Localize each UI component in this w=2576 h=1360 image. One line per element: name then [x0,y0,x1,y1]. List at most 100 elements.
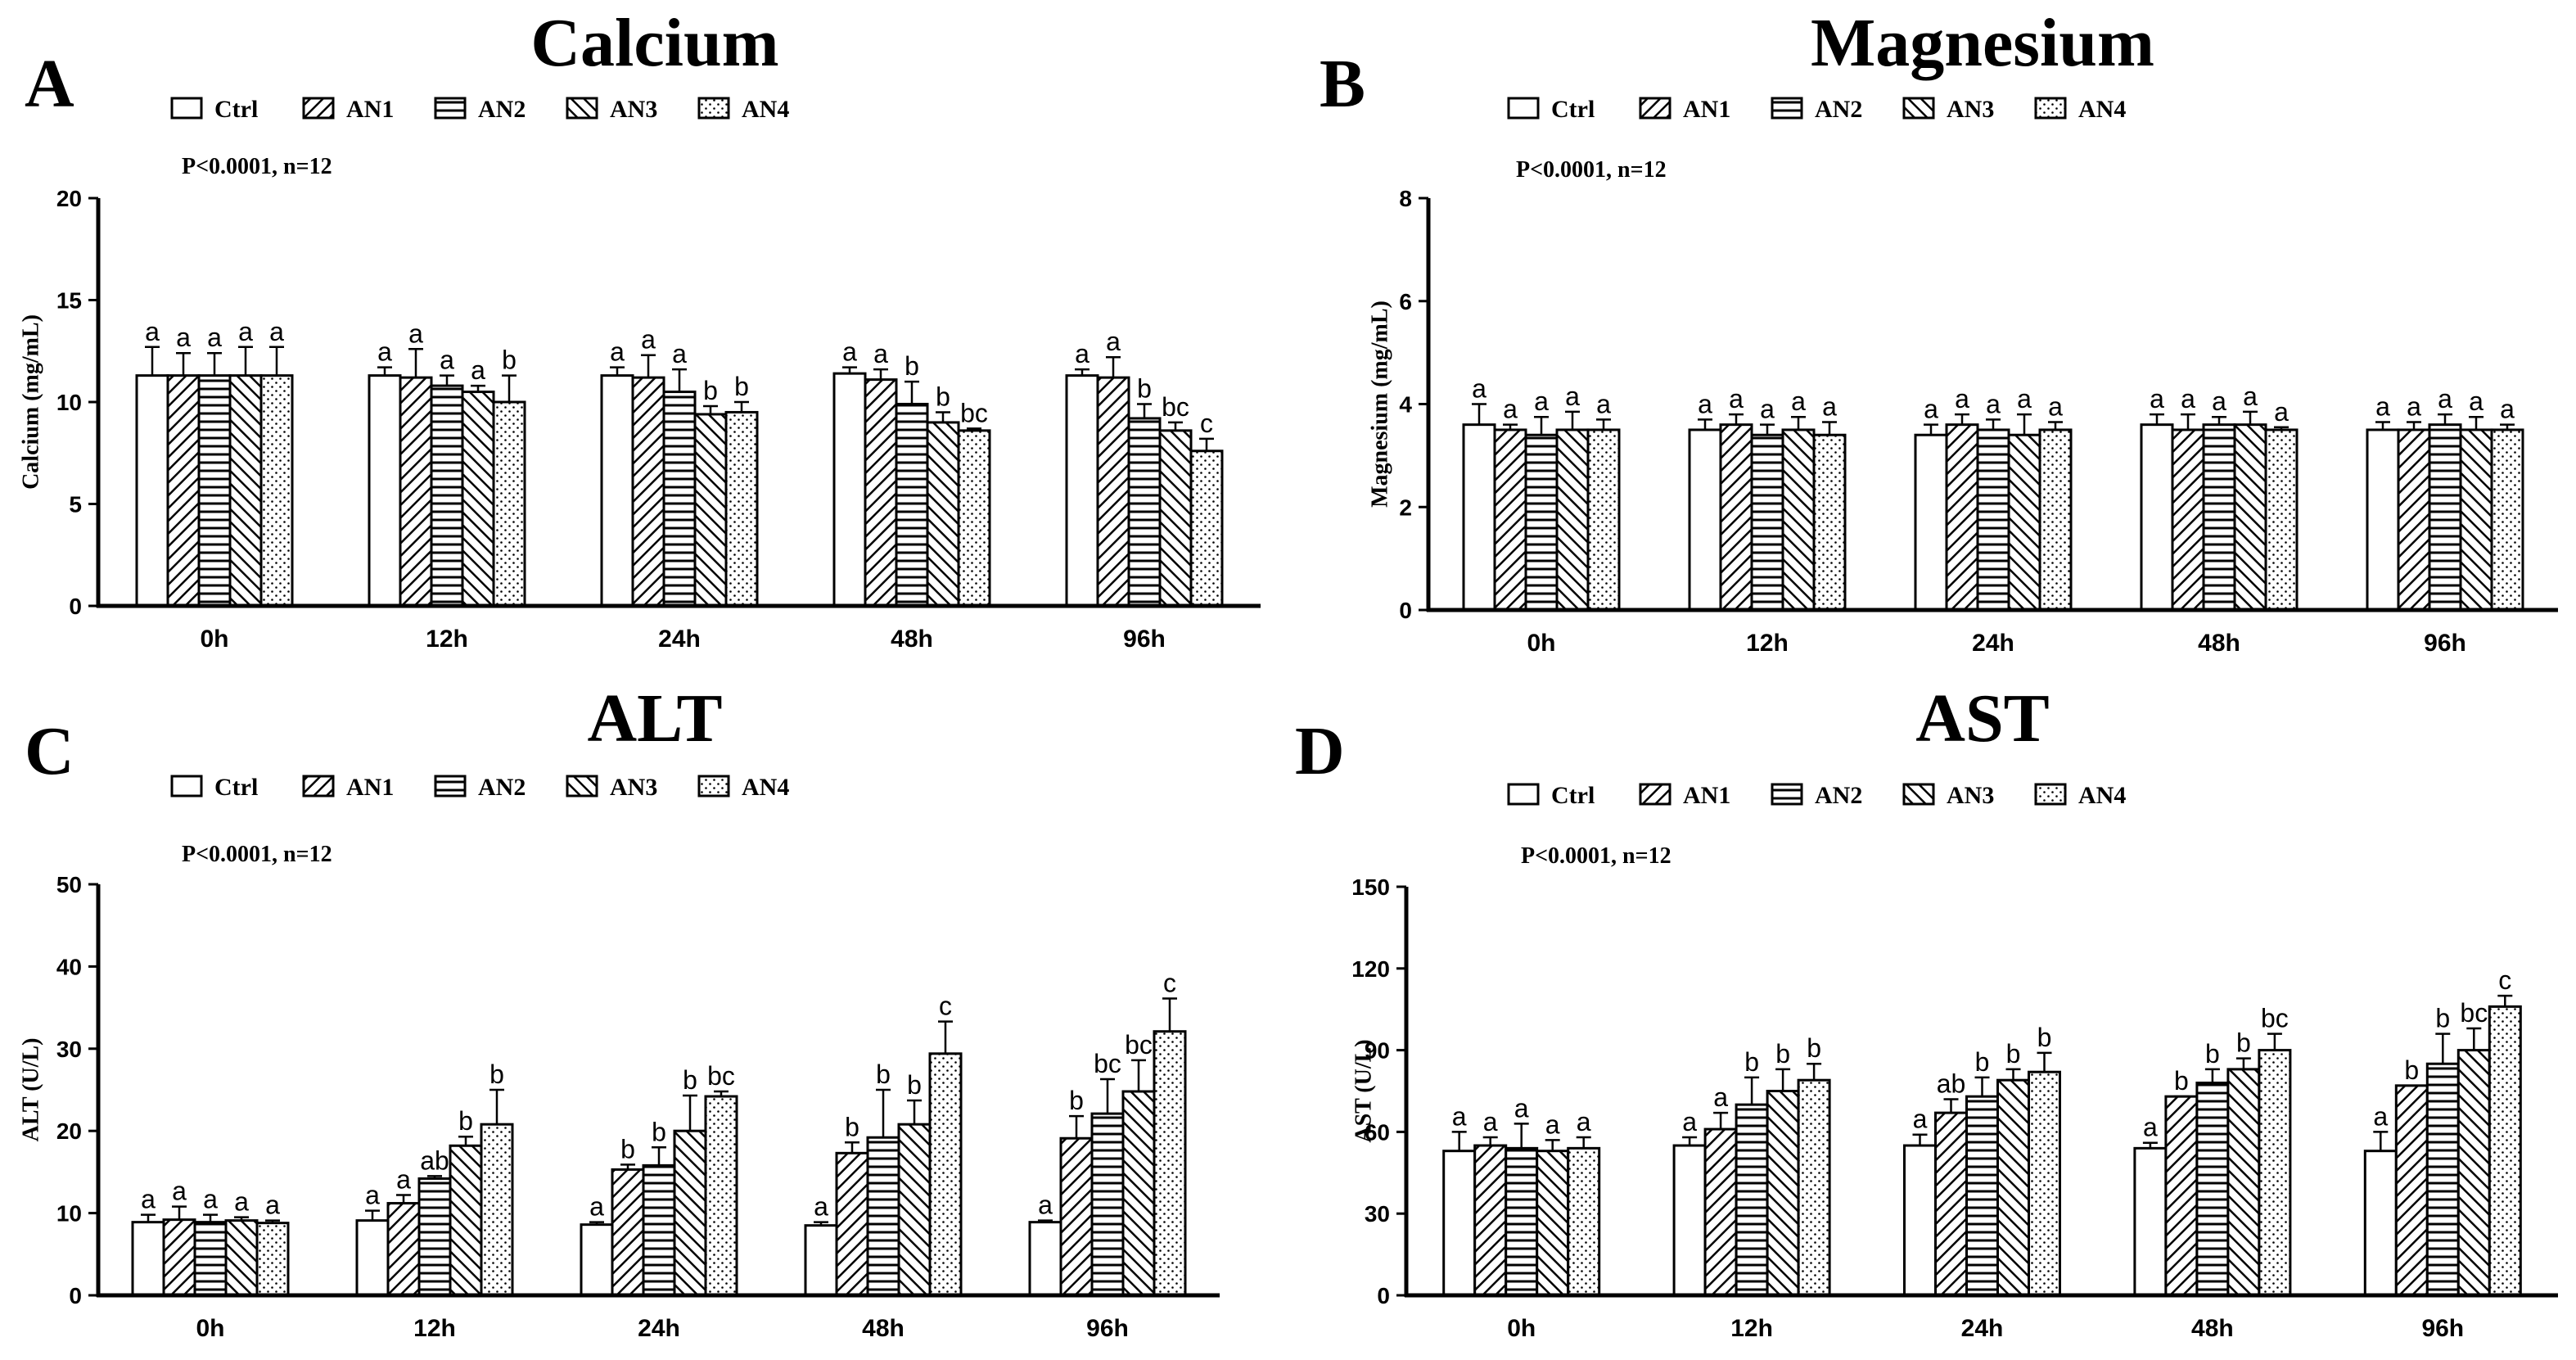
bar-ctrl-0h [1462,423,1496,612]
bar-ctrl-24h [580,1223,614,1297]
y-tick-label: 30 [56,1037,82,1062]
significance-letter: a [1791,386,1806,416]
bar-an4-24h [704,1095,738,1297]
p-value-annotation: P<0.0001, n=12 [182,154,332,179]
bar-an1-24h [1945,423,1979,612]
y-tick-label: 2 [1399,495,1412,520]
significance-letter: b [620,1134,635,1163]
legend-label: AN1 [346,774,394,801]
bar-ctrl-48h [2140,423,2174,612]
significance-letter: bc [2460,998,2488,1028]
y-axis-label: Calcium (mg/mL) [18,314,43,490]
y-tick-label: 40 [56,954,82,979]
significance-letter: b [936,382,950,411]
x-tick-label: 24h [1972,630,2014,657]
significance-letter: c [939,992,952,1021]
bar-ctrl-0h [1442,1150,1477,1297]
significance-letter: a [1924,395,1938,424]
bar-an4-12h [492,400,526,608]
significance-letter: a [471,355,485,385]
y-tick-label: 10 [56,1201,82,1227]
chart-title: AST [1915,680,2049,757]
legend-label: AN4 [2078,96,2126,123]
significance-letter: a [2407,392,2421,422]
bar-an3-24h [673,1129,707,1297]
significance-letter: ab [420,1145,449,1175]
significance-letter: a [2274,397,2289,427]
y-tick-label: 8 [1399,186,1412,211]
significance-letter: bc [1125,1030,1153,1060]
bar-an4-24h [724,410,759,608]
significance-letter: b [876,1060,891,1089]
bar-an1-0h [166,374,201,608]
significance-letter: a [1698,389,1712,418]
y-tick-label: 60 [1365,1119,1390,1145]
bar-an4-12h [1797,1078,1831,1297]
bar-an2-24h [662,391,697,608]
legend-item-an1: AN1 [1639,96,1730,123]
legend-item-an3: AN3 [566,96,657,123]
significance-letter: a [1822,392,1837,422]
bar-ctrl-12h [1672,1144,1707,1297]
legend: Ctrl AN1 AN2 AN3 AN4 [170,774,789,801]
significance-letter: a [2143,1113,2158,1142]
significance-letter: b [1744,1047,1759,1077]
legend-swatch [1507,783,1540,806]
legend: Ctrl AN1 AN2 AN3 AN4 [1507,96,2126,123]
bar-an1-0h [1473,1144,1508,1297]
legend-swatch [170,775,203,797]
significance-letter: a [1514,1093,1529,1123]
bar-an4-0h [259,374,294,608]
bar-an2-24h [642,1163,676,1297]
legend-swatch [697,775,730,797]
significance-letter: b [1137,373,1152,403]
bar-an3-48h [926,421,960,608]
y-tick-label: 0 [69,1283,82,1308]
chart-title: Calcium [530,5,778,81]
bar-an4-12h [480,1123,514,1297]
significance-letter: b [905,351,919,381]
bar-an3-48h [2233,423,2267,612]
panel-label: D [1295,713,1345,789]
bar-an4-96h [1189,450,1224,608]
significance-letter: a [1986,389,2001,418]
bar-an1-12h [399,376,433,608]
significance-letter: a [2181,384,2195,413]
bar-an2-48h [2195,1082,2230,1297]
y-tick-label: 6 [1399,289,1412,314]
significance-letter: a [141,1185,156,1214]
y-tick-label: 4 [1399,392,1412,418]
legend-swatch [697,97,730,120]
bar-an3-0h [1536,1150,1570,1297]
bar-an2-48h [895,402,929,608]
bar-an1-0h [162,1218,196,1297]
legend-item-an1: AN1 [302,774,394,801]
x-tick-label: 0h [200,626,228,653]
significance-letter: a [269,317,284,346]
significance-letter: a [1452,1101,1467,1131]
y-axis-label: ALT (U/L) [18,1038,43,1142]
bar-an4-96h [2488,1005,2522,1297]
significance-letter: a [234,1187,249,1217]
legend-swatch [1771,783,1803,806]
bar-ctrl-96h [2363,1150,2398,1297]
bar-an4-48h [2258,1049,2292,1297]
legend-label: AN4 [2078,782,2126,809]
panel-b: B Magnesium P<0.0001, n=12 Ctrl AN1 AN2 AN3… [1320,5,2558,657]
legend-label: Ctrl [1551,96,1595,123]
legend-swatch [1902,97,1935,120]
significance-letter: a [1106,327,1121,356]
significance-letter: a [2438,384,2452,413]
significance-letter: a [1682,1107,1697,1136]
bar-an1-12h [1719,423,1753,612]
significance-letter: a [1503,395,1518,424]
panel-d: D AST P<0.0001, n=12 Ctrl AN1 AN2 AN3 AN4 AS… [1295,680,2558,1342]
bar-an1-0h [1493,428,1527,612]
significance-letter: a [377,337,392,367]
significance-letter: a [365,1181,380,1210]
significance-letter: a [265,1191,280,1220]
bar-an4-96h [1153,1030,1187,1297]
